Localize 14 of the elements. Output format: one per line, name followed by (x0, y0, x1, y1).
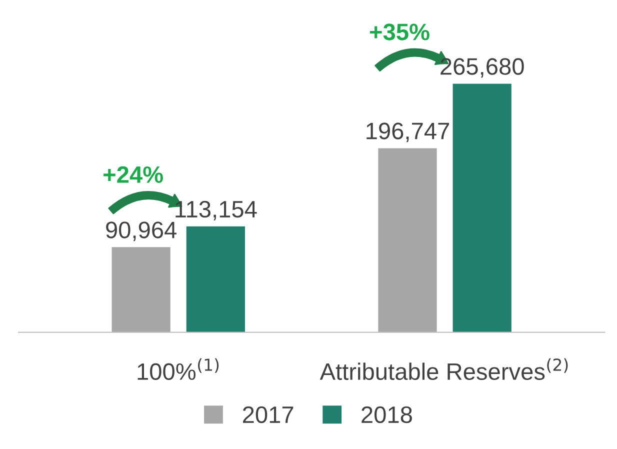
bar (452, 84, 512, 332)
bar (186, 226, 245, 332)
data-label: 90,964 (106, 222, 176, 242)
data-label: 113,154 (176, 200, 257, 220)
data-label: 196,747 (366, 122, 449, 142)
bar (378, 148, 437, 332)
x-tick-label: 100%$^{(1)}$ (138, 358, 219, 380)
bar (112, 247, 170, 332)
legend-label: 2017 (243, 406, 294, 424)
x-tick-label: Attributable Reserves$^{(2)}$ (320, 358, 568, 380)
data-label: 265,680 (440, 58, 524, 78)
text: +35% (370, 24, 430, 40)
annotation: +24% (104, 166, 163, 183)
legend-label: 2018 (362, 406, 412, 424)
